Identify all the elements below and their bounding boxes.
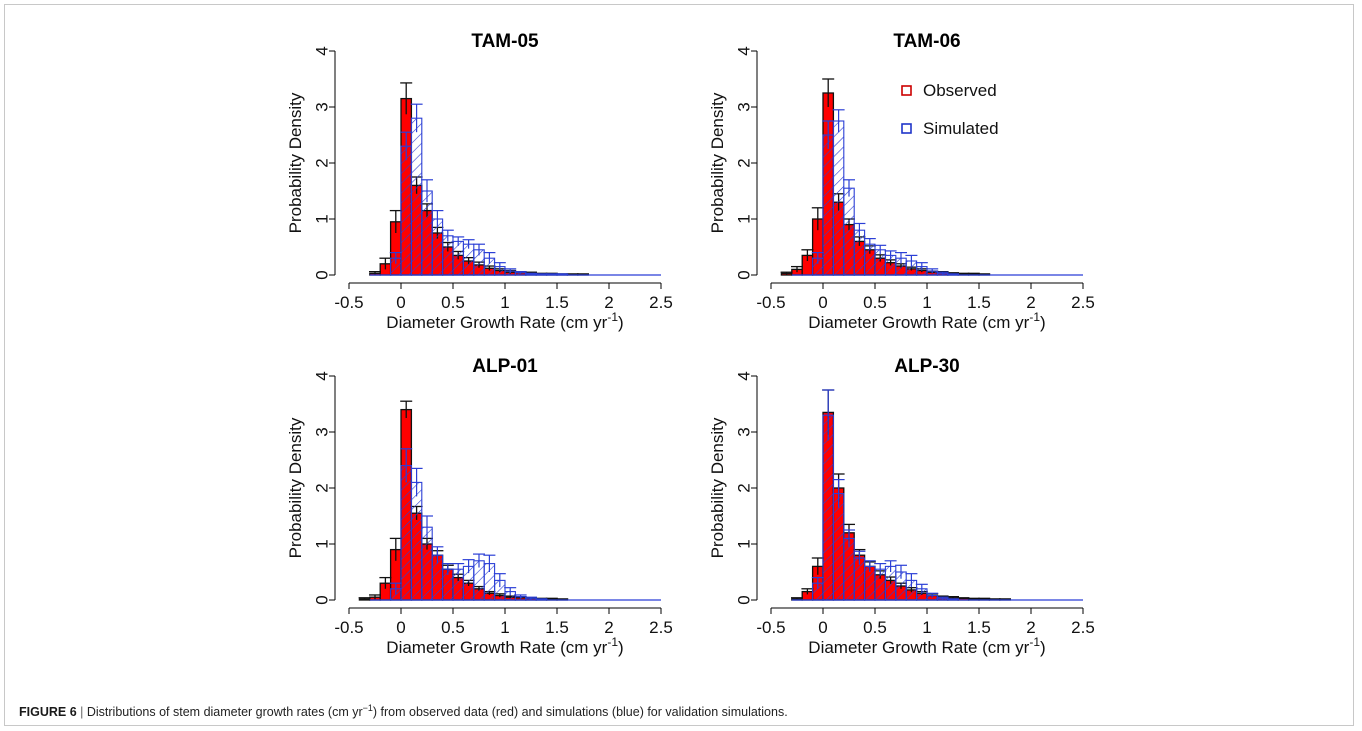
figure-caption: FIGURE 6 | Distributions of stem diamete… [19,703,788,719]
simulated-bar [843,537,855,601]
simulated-bar [400,465,412,601]
y-tick-label: 3 [734,102,753,111]
x-tick-label: 0 [396,618,405,637]
x-tick-label: 2.5 [1071,293,1095,312]
simulated-bar [442,235,454,276]
y-tick-label: 0 [734,595,753,604]
y-tick-label: 2 [734,158,753,167]
x-tick-label: 1.5 [967,618,991,637]
y-axis-label: Probability Density [708,417,727,558]
simulated-bar [421,190,433,276]
simulated-bar [822,134,834,276]
x-tick-label: 0 [818,618,827,637]
legend-label-simulated: Simulated [923,119,999,138]
caption-text-end: ) from observed data (red) and simulatio… [372,705,788,720]
x-tick-label: 2.5 [1071,618,1095,637]
x-tick-label: 0.5 [863,293,887,312]
x-axis-label: Diameter Growth Rate (cm yr-1) [808,635,1045,657]
panel-title: ALP-30 [894,356,959,377]
y-tick-label: 3 [312,102,331,111]
x-tick-label: 2 [604,618,613,637]
y-axis-label: Probability Density [286,417,305,558]
x-tick-label: 2.5 [649,293,673,312]
x-tick-label: 1.5 [545,618,569,637]
x-tick-label: 1 [500,293,509,312]
y-tick-label: 3 [312,427,331,436]
panel-title: TAM-05 [471,31,539,52]
simulated-bar [410,117,423,276]
figure-frame: -0.5 0 0.5 1 1.5 2 2.5 Diameter Growth Rate (cm… [4,4,1354,726]
x-tick-label: 2 [1026,618,1035,637]
x-tick-label: 0.5 [863,618,887,637]
panel-title: TAM-06 [893,31,960,52]
y-tick-label: 3 [734,427,753,436]
y-tick-label: 1 [312,214,331,223]
caption-text: Distributions of stem diameter growth ra… [86,705,363,720]
x-tick-label: -0.5 [756,618,785,637]
x-tick-label: 1.5 [967,293,991,312]
y-tick-label: 1 [312,539,331,548]
x-tick-label: 0.5 [441,618,465,637]
simulated-bar [832,493,845,601]
x-axis-label: Diameter Growth Rate (cm yr-1) [386,635,623,657]
y-axis-label: Probability Density [286,92,305,233]
panel-tam-06: -0.5 0 0.5 1 1.5 2 2.5 Diameter Growth Rate (cm… [708,31,1095,332]
legend-swatch-simulated [901,123,912,134]
y-tick-label: 2 [312,483,331,492]
x-tick-label: -0.5 [334,618,363,637]
simulated-bar [462,243,475,276]
panel-alp-30: -0.5 0 0.5 1 1.5 2 2.5 Diameter Growth Rate (cm… [708,356,1095,657]
caption-label: FIGURE 6 [19,705,77,720]
x-tick-label: 0 [396,293,405,312]
legend-swatch-observed [901,85,912,96]
simulated-bar [822,414,834,601]
x-axis-label: Diameter Growth Rate (cm yr-1) [808,310,1045,332]
x-axis-label: Diameter Growth Rate (cm yr-1) [386,310,623,332]
y-tick-label: 2 [734,483,753,492]
caption-separator: | [76,705,87,720]
x-tick-label: 0 [818,293,827,312]
caption-superscript: −1 [362,703,373,713]
panel-title: ALP-01 [472,356,538,377]
x-tick-label: -0.5 [756,293,785,312]
panel-tam-05: -0.5 0 0.5 1 1.5 2 2.5 Diameter Growth Rate (cm… [286,31,673,332]
y-tick-label: 4 [734,46,753,55]
figure-canvas: -0.5 0 0.5 1 1.5 2 2.5 Diameter Growth Rate (cm… [286,31,1095,657]
x-tick-label: 1 [500,618,509,637]
x-tick-label: 2 [1026,293,1035,312]
x-tick-label: 1 [922,618,931,637]
simulated-bar [832,120,845,276]
simulated-bar [843,187,855,276]
y-tick-label: 0 [312,595,331,604]
y-tick-label: 4 [312,371,331,380]
y-tick-label: 2 [312,158,331,167]
y-tick-label: 0 [734,270,753,279]
x-tick-label: 2 [604,293,613,312]
x-tick-label: 1 [922,293,931,312]
y-tick-label: 1 [734,539,753,548]
x-tick-label: 0.5 [441,293,465,312]
legend: Observed Simulated [901,81,999,138]
simulated-bar [410,481,423,601]
legend-label-observed: Observed [923,81,997,100]
simulated-bar [452,240,464,276]
y-tick-label: 4 [734,371,753,380]
y-tick-label: 0 [312,270,331,279]
simulated-bar [400,145,412,276]
x-tick-label: -0.5 [334,293,363,312]
y-axis-label: Probability Density [708,92,727,233]
panel-alp-01: -0.5 0 0.5 1 1.5 2 2.5 Diameter Growth Rate (cm… [286,356,673,657]
x-tick-label: 2.5 [649,618,673,637]
x-tick-label: 1.5 [545,293,569,312]
y-tick-label: 1 [734,214,753,223]
y-tick-label: 4 [312,46,331,55]
